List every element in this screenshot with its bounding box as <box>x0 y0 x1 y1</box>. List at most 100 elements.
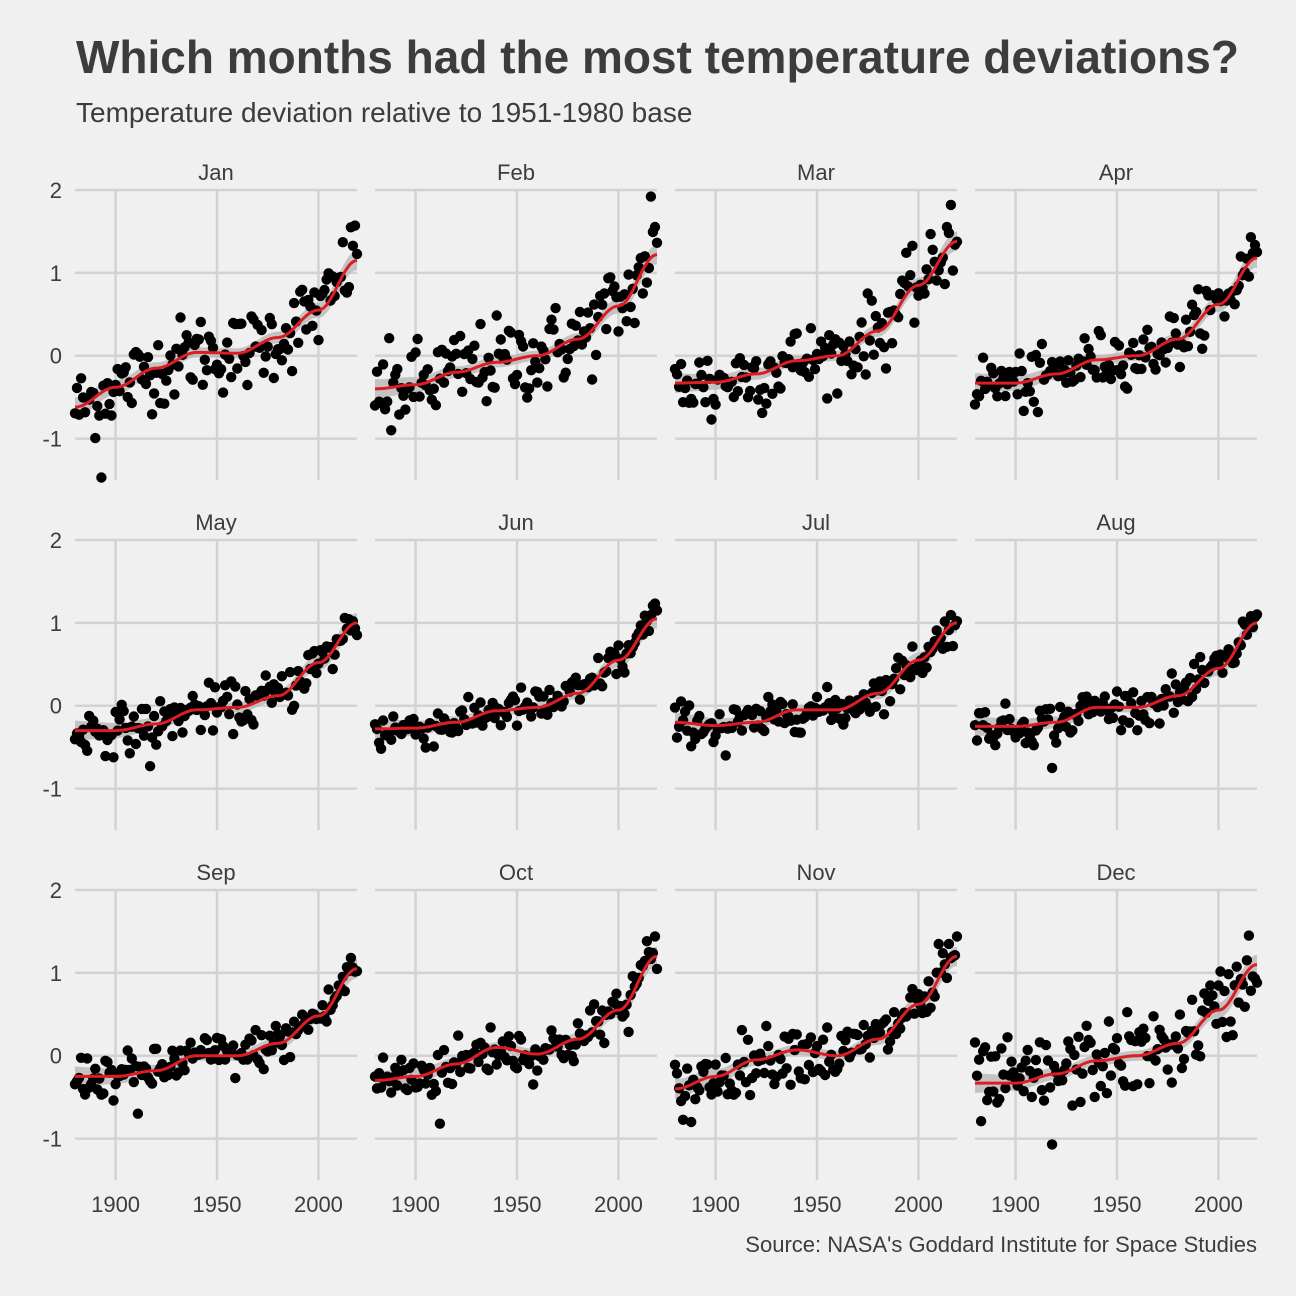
facet-label: Feb <box>497 160 535 185</box>
data-point <box>979 707 991 718</box>
data-point <box>975 1116 987 1127</box>
data-point <box>562 353 573 365</box>
facet-panel-jul: Jul <box>669 510 963 830</box>
data-point <box>884 1036 896 1047</box>
data-point <box>120 362 131 373</box>
data-point <box>155 696 166 707</box>
data-point <box>102 1056 113 1068</box>
data-point <box>1176 1062 1188 1074</box>
data-point <box>130 738 142 750</box>
data-point <box>593 1016 604 1027</box>
data-point <box>686 1116 697 1128</box>
data-point <box>75 373 87 384</box>
data-point <box>1122 383 1133 394</box>
data-point <box>163 1069 174 1081</box>
trend-line <box>675 621 958 728</box>
data-point <box>907 641 918 652</box>
data-point <box>919 288 930 299</box>
data-point <box>866 295 877 306</box>
data-point <box>1219 311 1230 322</box>
data-point <box>1119 1080 1131 1091</box>
data-point <box>611 988 622 999</box>
data-point <box>515 1034 527 1045</box>
facet-label: Oct <box>499 860 533 885</box>
data-point <box>534 363 545 374</box>
data-point <box>222 691 233 702</box>
data-point <box>619 1008 630 1020</box>
data-point <box>224 709 235 720</box>
data-point <box>90 432 101 444</box>
data-point <box>1016 365 1027 377</box>
data-point <box>613 640 624 651</box>
data-point <box>260 351 271 362</box>
data-point <box>524 383 535 394</box>
data-point <box>414 391 425 402</box>
data-point <box>313 334 324 346</box>
data-point <box>1018 405 1029 417</box>
y-tick-label: 1 <box>50 961 62 986</box>
data-point <box>651 237 663 248</box>
data-point <box>438 1044 450 1056</box>
data-point <box>505 327 517 338</box>
data-point <box>696 369 707 381</box>
data-point <box>1087 1064 1098 1076</box>
data-point <box>92 400 103 412</box>
y-tick-label: 2 <box>50 878 62 903</box>
data-point <box>884 696 896 707</box>
data-point <box>455 330 466 342</box>
data-points <box>69 220 363 483</box>
data-point <box>418 733 429 744</box>
data-point <box>1105 1070 1117 1081</box>
data-point <box>639 251 650 262</box>
data-point <box>1109 1044 1121 1055</box>
data-point <box>880 1014 892 1025</box>
data-point <box>392 1080 403 1091</box>
data-point <box>759 382 770 394</box>
data-point <box>992 391 1003 402</box>
data-point <box>193 334 204 345</box>
data-point <box>386 425 397 436</box>
data-point <box>126 397 137 409</box>
data-point <box>118 705 129 717</box>
data-point <box>1006 1056 1017 1067</box>
data-point <box>1245 232 1257 243</box>
facet-panel-oct: Oct 1900 1950 2000 <box>369 860 663 1217</box>
data-point <box>943 227 955 239</box>
data-point <box>187 374 198 385</box>
y-tick-label: 1 <box>50 261 62 286</box>
data-point <box>888 673 900 684</box>
data-point <box>907 240 918 251</box>
data-point <box>548 324 559 335</box>
data-point <box>195 316 206 328</box>
data-point <box>528 338 539 349</box>
data-point <box>675 358 687 370</box>
trend-line <box>74 258 358 409</box>
data-point <box>489 712 500 724</box>
data-point <box>1000 390 1011 402</box>
facet-panel-may: May -1 0 1 2 <box>42 510 363 830</box>
data-point <box>167 1045 178 1056</box>
y-tick-label: 0 <box>50 1044 62 1069</box>
data-point <box>677 1114 689 1126</box>
trend-line <box>675 239 958 385</box>
data-point <box>744 385 756 397</box>
data-point <box>82 745 93 756</box>
data-point <box>122 735 133 746</box>
data-point <box>1055 701 1066 713</box>
data-point <box>256 1030 267 1041</box>
data-point <box>609 281 620 292</box>
data-point <box>767 388 778 399</box>
data-point <box>1051 737 1062 748</box>
facet-label: Jan <box>198 160 233 185</box>
data-point <box>226 371 237 383</box>
data-point <box>878 709 890 720</box>
data-point <box>410 347 421 358</box>
data-point <box>1197 343 1208 354</box>
data-point <box>165 350 176 361</box>
data-point <box>444 362 456 373</box>
data-point <box>114 714 125 725</box>
data-point <box>205 697 217 709</box>
data-point <box>544 684 555 696</box>
data-point <box>675 696 687 707</box>
data-point <box>1115 725 1127 736</box>
